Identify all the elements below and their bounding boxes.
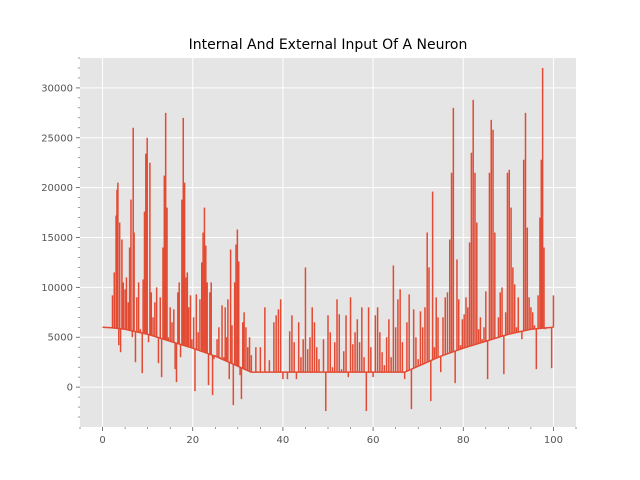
x-tick-label: 20 [186, 435, 199, 446]
y-tick-label: 15000 [41, 233, 73, 244]
y-tick-label: 0 [67, 383, 73, 394]
x-tick-label: 80 [457, 435, 470, 446]
y-tick-label: 10000 [41, 283, 73, 294]
x-tick-label: 60 [367, 435, 380, 446]
series-layer [102, 67, 555, 412]
y-tick-label: 25000 [41, 133, 73, 144]
y-tick-label: 20000 [41, 183, 73, 194]
chart-title: Internal And External Input Of A Neuron [189, 37, 468, 53]
y-axis-ticks: 0 5000 10000 15000 20000 25000 30000 [41, 57, 80, 418]
x-tick-label: 40 [277, 435, 290, 446]
y-tick-label: 5000 [48, 333, 73, 344]
x-tick-label: 100 [544, 435, 563, 446]
y-tick-label: 30000 [41, 83, 73, 94]
x-tick-label: 0 [99, 435, 105, 446]
x-axis-ticks: 0 20 40 60 80 100 [79, 427, 577, 446]
